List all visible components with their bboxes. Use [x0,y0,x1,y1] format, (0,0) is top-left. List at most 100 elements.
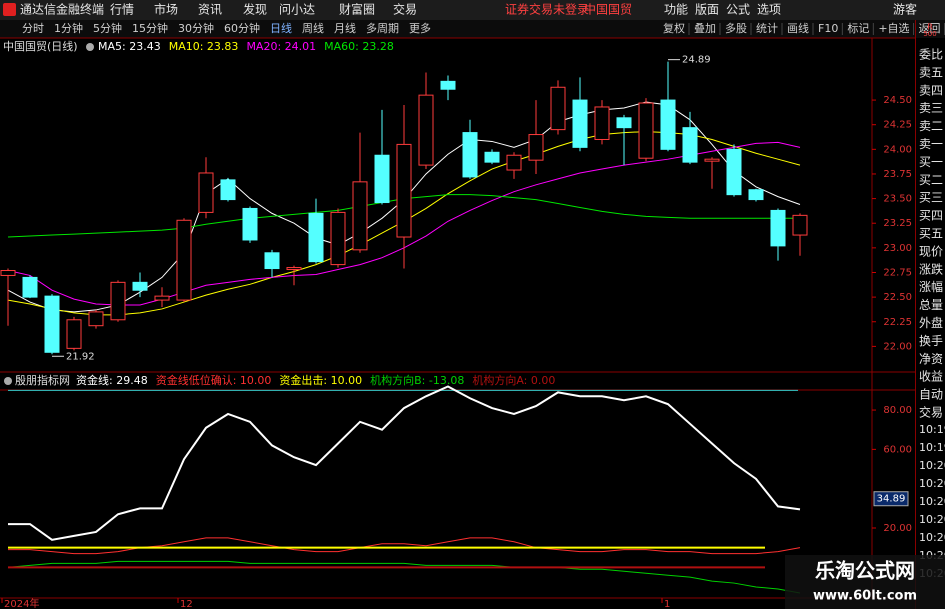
menu-item[interactable]: 资讯 [198,3,222,17]
quote-label: 卖四 [919,83,943,97]
menu-item[interactable]: 行情 [110,3,134,17]
menu-item[interactable]: 版面 [695,3,719,17]
indicator-line [8,537,801,555]
candle-body [484,151,500,163]
menu-item[interactable]: 交易 [393,2,417,17]
y-tick-label: 23.50 [883,194,912,205]
tool-button[interactable]: 多股 [725,21,747,35]
quote-label: 卖一 [919,137,943,151]
tick-time: 10:19 [919,441,945,454]
legend-icon [86,43,94,51]
tick-time: 10:19 [919,423,945,436]
candle-body [308,212,324,263]
legend-entry: MA10: 23.83 [169,40,239,53]
user[interactable]: 游客 [893,2,917,17]
menu-item[interactable]: 财富圈 [339,2,375,17]
y-tick-label: 20.00 [883,523,912,534]
menu-item[interactable]: 选项 [757,3,781,17]
quote-label: 买五 [919,227,943,241]
app-name: 通达信金融终端 [20,2,104,17]
x-tick-label: 1 [664,599,670,609]
period-button[interactable]: 分时 [22,22,44,35]
period-button[interactable]: 日线 [270,21,292,35]
tool-button[interactable]: 返回 [919,22,941,35]
period-button[interactable]: 60分钟 [224,21,260,35]
candle-body [682,127,698,163]
side-panel [916,38,945,609]
tool-button[interactable]: F10 [818,22,838,35]
indicator-title: 殷朋指标网 [15,373,70,387]
quote-label: 涨幅 [919,279,943,294]
period-button[interactable]: 5分钟 [93,21,122,35]
menu-item[interactable]: 问小达 [279,3,315,17]
period-button[interactable]: 月线 [334,21,356,35]
candle-body [440,80,456,90]
candle-body [638,102,654,159]
tool-button[interactable]: 统计 [756,22,778,35]
menu-bar [0,0,945,20]
candle-body [352,181,368,251]
candle-body [506,154,522,171]
logo-icon [3,3,16,16]
candle-body [418,94,434,166]
candle-body [66,319,82,349]
watermark-box [785,555,945,609]
badge: R [927,23,933,32]
candle-body [264,252,280,270]
candle-body [770,209,786,247]
period-button[interactable]: 周线 [302,21,324,35]
tool-button[interactable]: 标记 [847,21,869,35]
quote-label: 委比 [919,48,943,62]
candle-body [132,281,148,291]
quote-label: 涨跌 [919,261,943,276]
period-button[interactable]: 15分钟 [132,21,168,35]
menu-item[interactable]: 发现 [243,2,267,17]
candle-body [286,267,302,271]
period-button[interactable]: 1分钟 [54,21,83,35]
menu-item[interactable]: 市场 [154,2,178,17]
y-tick-label: 22.50 [883,292,912,303]
cursor-label: 34.89 [877,494,906,505]
candle-body [154,295,170,301]
y-tick-label: 23.25 [883,218,912,229]
y-tick-label: 24.00 [883,144,912,155]
legend-entry: 机构方向B: -13.08 [370,373,464,387]
legend-entry: 资金线: 29.48 [76,373,148,387]
legend-entry: MA20: 24.01 [246,40,316,53]
tick-time: 10:20 [919,495,945,508]
candle-body [396,143,412,238]
period-button[interactable]: 更多 [409,21,431,35]
tick-time: 10:20 [919,513,945,526]
legend-entry: 机构方向A: 0.00 [472,373,555,387]
quote-label: 自动 [919,388,943,402]
candle-body [660,99,676,150]
menu-item[interactable]: 功能 [664,3,688,17]
period-button[interactable]: 多周期 [366,21,399,35]
x-tick-label: 2024年 [4,597,39,609]
candle-body [0,270,16,276]
quote-label: 总量 [919,298,943,312]
menu-item[interactable]: 公式 [726,3,750,17]
y-tick-label: 23.75 [883,169,912,180]
badge: 500 [923,30,936,38]
candle-body [88,311,104,327]
legend-entry: MA5: 23.43 [98,40,161,53]
quote-label: 买三 [919,191,943,205]
tool-button[interactable]: +自选 [878,22,909,35]
quote-label: 卖五 [919,65,943,79]
candle-body [44,295,60,353]
quote-label: 卖三 [919,101,943,115]
tool-button[interactable]: 画线 [787,21,809,35]
toolbar [0,20,945,38]
tool-button[interactable]: 复权 [663,21,685,35]
legend-entry: 资金出击: 10.00 [279,373,362,387]
period-button[interactable]: 30分钟 [178,21,214,35]
y-tick-label: 80.00 [883,405,912,416]
y-tick-label: 22.00 [883,341,912,352]
quote-label: 现价 [919,244,943,258]
y-tick-label: 22.25 [883,317,912,328]
candle-body [220,179,236,201]
tick-time: 10:20 [919,477,945,490]
y-tick-label: 60.00 [883,444,912,455]
tool-button[interactable]: 叠加 [694,22,716,35]
